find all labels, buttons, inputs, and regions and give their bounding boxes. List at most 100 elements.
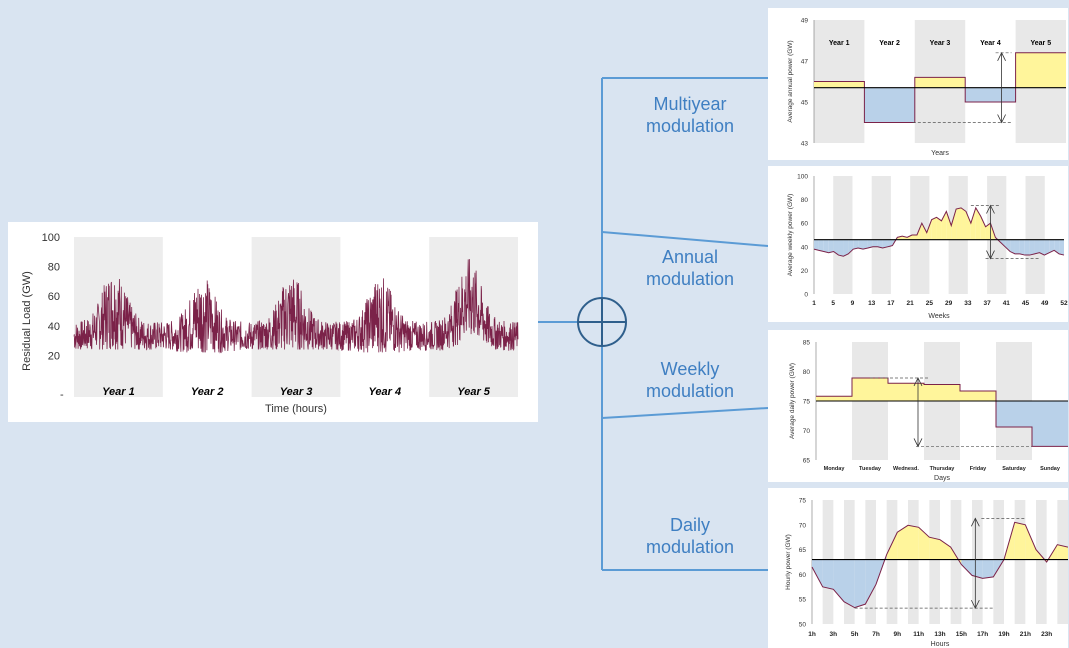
- y-tick-label: 0: [804, 292, 808, 299]
- deficit-area: [863, 239, 868, 250]
- y-tick-label: 55: [799, 597, 807, 604]
- deficit-area: [858, 239, 864, 250]
- surplus-area: [929, 537, 940, 560]
- y-axis-title: Average annual power (GW): [787, 40, 794, 122]
- surplus-area: [908, 525, 919, 560]
- y-tick-label: 80: [48, 262, 60, 274]
- y-tick-label: 50: [799, 622, 807, 629]
- grey-band: [1036, 500, 1047, 624]
- y-tick-label: 60: [801, 221, 809, 228]
- deficit-area: [838, 239, 844, 257]
- grey-band: [950, 500, 962, 624]
- connector-weekly: [601, 407, 769, 419]
- multiyear-label: Multiyear modulation: [625, 93, 755, 137]
- surplus-area: [924, 384, 960, 401]
- x-axis-title: Time (hours): [265, 403, 327, 415]
- day-label: Sunday: [1040, 466, 1061, 472]
- connector-annual: [601, 231, 769, 247]
- deficit-area: [867, 239, 873, 248]
- x-tick-label: 21: [907, 300, 915, 307]
- arrow-head-down: [997, 114, 1006, 124]
- deficit-area: [1049, 239, 1055, 253]
- deficit-area: [1010, 239, 1015, 254]
- grey-band: [908, 500, 919, 624]
- daily-chart: 75 70 65 60 55 50 Hourly power (GW) Hours 1h 3h 5h…: [785, 498, 1068, 648]
- x-tick-label: 52: [1060, 300, 1068, 307]
- year-category-label: Year 1: [829, 40, 850, 47]
- surplus-area: [951, 209, 957, 240]
- series-line: [814, 52, 1066, 123]
- year-label: Year 3: [280, 386, 313, 398]
- arrow-head-down: [986, 250, 995, 260]
- surplus-area: [926, 219, 932, 240]
- series-line: [813, 206, 1065, 257]
- deficit-area: [1019, 239, 1025, 256]
- x-tick-label: 1h: [808, 631, 816, 638]
- y-tick-label: 47: [801, 59, 809, 66]
- y-tick-label: 80: [801, 197, 809, 204]
- deficit-area: [892, 237, 898, 246]
- y-tick-label: 100: [797, 174, 808, 181]
- weekly-label-line2: modulation: [645, 381, 735, 401]
- year-band: [74, 237, 163, 397]
- y-tick-label: 75: [803, 399, 811, 406]
- x-tick-label: 7h: [872, 631, 880, 638]
- deficit-area: [1024, 239, 1030, 256]
- deficit-area: [877, 239, 883, 248]
- deficit-area: [843, 239, 849, 257]
- surplus-area: [985, 223, 991, 240]
- deficit-area: [887, 239, 893, 247]
- day-label: Saturday: [1002, 466, 1026, 472]
- annual-label-line2: modulation: [645, 269, 735, 289]
- x-tick-label: 9h: [894, 631, 902, 638]
- x-axis-title: Hours: [931, 641, 950, 648]
- weekly-label: Weekly modulation: [625, 358, 755, 402]
- x-tick-label: 21h: [1020, 631, 1031, 638]
- main-chart-panel: 100 80 60 40 20 - Residual Load (GW) Time (hour…: [8, 222, 538, 422]
- surplus-area: [956, 207, 962, 240]
- year-label: Year 1: [102, 386, 135, 398]
- deficit-area: [812, 559, 823, 587]
- y-tick-label: 65: [799, 547, 807, 554]
- deficit-area: [823, 239, 829, 253]
- surplus-area: [946, 211, 952, 240]
- x-tick-label: 17h: [977, 631, 988, 638]
- x-axis-title: Days: [934, 475, 950, 482]
- grey-band: [871, 176, 891, 294]
- multiyear-chart-panel: 49 47 45 43 Average annual power (GW) Years Ye…: [768, 8, 1068, 160]
- deficit-area: [872, 239, 878, 247]
- deficit-area: [1039, 239, 1045, 256]
- deficit-area: [1059, 239, 1064, 256]
- deficit-area: [822, 559, 834, 590]
- y-tick-label: 75: [799, 498, 807, 505]
- y-axis-title: Residual Load (GW): [21, 271, 33, 371]
- sum-circle-icon: [577, 297, 627, 347]
- year-label: Year 4: [368, 386, 401, 398]
- surplus-area: [970, 207, 976, 240]
- year-category-label: Year 3: [930, 40, 951, 47]
- x-tick-label: 9: [851, 300, 855, 307]
- daily-label: Daily modulation: [625, 514, 755, 558]
- deficit-area: [972, 559, 983, 579]
- y-axis-title: Hourly power (GW): [785, 534, 792, 590]
- deficit-area: [1032, 401, 1068, 447]
- range-arrow: [854, 517, 1026, 610]
- surplus-area: [961, 207, 966, 240]
- day-label: Thursday: [930, 466, 956, 472]
- y-tick-label: 60: [48, 291, 60, 303]
- x-tick-label: 17: [887, 300, 895, 307]
- y-tick-label: 100: [42, 232, 60, 244]
- deficit-area: [848, 239, 854, 254]
- daily-label-line1: Daily: [669, 515, 710, 535]
- deficit-area: [828, 239, 834, 253]
- grey-band: [1014, 500, 1026, 624]
- surplus-area: [914, 77, 966, 88]
- x-tick-label: 45: [1022, 300, 1030, 307]
- deficit-area: [1005, 239, 1011, 252]
- y-tick-label: 70: [799, 522, 807, 529]
- y-tick-label: 49: [801, 18, 809, 25]
- surplus-area: [912, 235, 917, 240]
- day-label: Friday: [970, 466, 987, 472]
- y-tick-label: 40: [48, 321, 60, 333]
- x-tick-label: 37: [983, 300, 991, 307]
